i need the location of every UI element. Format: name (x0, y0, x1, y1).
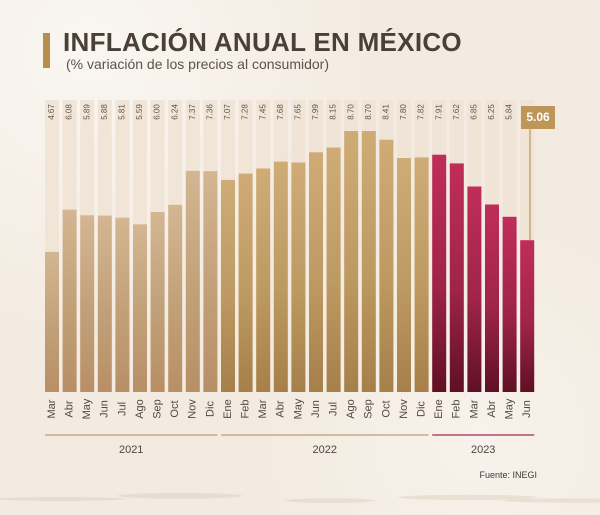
value-label: 6.00 (153, 104, 162, 120)
value-label: 5.84 (505, 104, 514, 120)
month-label: Abr (275, 400, 287, 417)
value-label: 8.15 (329, 104, 338, 120)
source-label: Fuente: INEGI (479, 470, 537, 480)
bar (344, 131, 359, 392)
month-label: Ago (345, 399, 357, 419)
value-label: 7.99 (311, 104, 320, 120)
value-label: 5.89 (82, 104, 91, 120)
bar (397, 158, 411, 392)
latest-value-callout-box (521, 106, 555, 129)
value-label: 7.82 (417, 104, 426, 120)
month-label: Nov (187, 399, 199, 419)
value-label: 8.70 (346, 104, 355, 120)
year-label: 2022 (313, 444, 337, 456)
month-label: Feb (240, 400, 252, 419)
chart-title: INFLACIÓN ANUAL EN MÉXICO (63, 27, 462, 57)
month-label: Ene (433, 399, 445, 419)
value-label: 8.41 (382, 104, 391, 120)
month-label: May (292, 398, 304, 419)
bar (361, 131, 376, 392)
bar (485, 204, 499, 392)
bars (45, 131, 535, 392)
value-label: 6.85 (470, 104, 479, 120)
value-label: 4.67 (47, 104, 56, 120)
bar (379, 139, 394, 392)
value-label: 7.68 (276, 104, 285, 120)
month-label: May (504, 398, 516, 419)
year-label: 2023 (471, 444, 495, 456)
month-labels: Mar Abr May Jun Jul Ago Sep Oct Nov Dic Ene Feb Mar A… (46, 398, 533, 419)
month-label: Jun (310, 400, 322, 418)
bar (273, 161, 288, 392)
title-accent-bar (43, 33, 50, 68)
bar (62, 209, 77, 392)
month-label: Sep (363, 399, 375, 419)
value-label: 7.80 (399, 104, 408, 120)
year-labels: 2021 2022 2023 (45, 434, 535, 456)
chart-subtitle: (% variación de los precios al consumido… (66, 56, 329, 72)
month-label: Nov (398, 399, 410, 419)
month-label: Abr (486, 400, 498, 417)
month-label: Dic (416, 401, 428, 417)
value-label: 7.45 (258, 104, 267, 120)
month-label: May (81, 398, 93, 419)
month-label: Jul (116, 402, 128, 416)
value-label: 7.91 (434, 104, 443, 120)
month-label: Mar (468, 399, 480, 418)
value-label: 5.81 (118, 104, 127, 120)
bar (291, 162, 306, 392)
bar (238, 173, 253, 392)
month-label: Jul (328, 402, 340, 416)
bar (133, 224, 147, 392)
bar (97, 215, 112, 392)
bar (185, 170, 200, 392)
value-label: 7.36 (206, 104, 215, 120)
value-label: 7.07 (223, 104, 232, 120)
value-label: 7.28 (241, 104, 250, 120)
value-label: 6.08 (65, 104, 74, 120)
bar (449, 163, 464, 392)
month-label: Mar (257, 399, 269, 418)
bar (80, 215, 95, 392)
year-label: 2021 (119, 444, 143, 456)
bar (520, 240, 535, 392)
decorative-bottom-pattern (0, 483, 600, 515)
bar (221, 179, 235, 392)
bar (45, 251, 59, 392)
month-label: Mar (46, 399, 58, 418)
month-label: Ene (222, 399, 234, 419)
bar (467, 186, 482, 392)
bar (256, 168, 271, 392)
bar (115, 217, 130, 392)
bar (432, 154, 447, 392)
value-label: 7.62 (452, 104, 461, 120)
month-label: Jun (521, 400, 533, 418)
month-label: Dic (204, 401, 216, 417)
bar (414, 157, 429, 392)
month-label: Sep (152, 399, 164, 419)
bar (326, 147, 341, 392)
value-label: 5.59 (135, 104, 144, 120)
bar (168, 204, 183, 392)
month-label: Jun (99, 400, 111, 418)
month-label: Ago (134, 399, 146, 419)
bar (502, 216, 517, 392)
bar (150, 212, 165, 392)
month-label: Abr (64, 400, 76, 417)
value-labels: 4.67 6.08 5.89 5.88 5.81 5.59 6.00 6.24 7.37 7.36… (47, 104, 514, 120)
month-label: Oct (169, 400, 181, 417)
value-label: 5.88 (100, 104, 109, 120)
bar (309, 152, 323, 392)
month-label: Feb (451, 400, 463, 419)
month-label: Oct (380, 400, 392, 417)
latest-value-callout-text: 5.06 (526, 110, 550, 124)
value-label: 7.37 (188, 104, 197, 120)
value-label: 7.65 (294, 104, 303, 120)
value-label: 6.24 (170, 104, 179, 120)
value-label: 6.25 (487, 104, 496, 120)
bar (203, 171, 218, 392)
value-label: 8.70 (364, 104, 373, 120)
